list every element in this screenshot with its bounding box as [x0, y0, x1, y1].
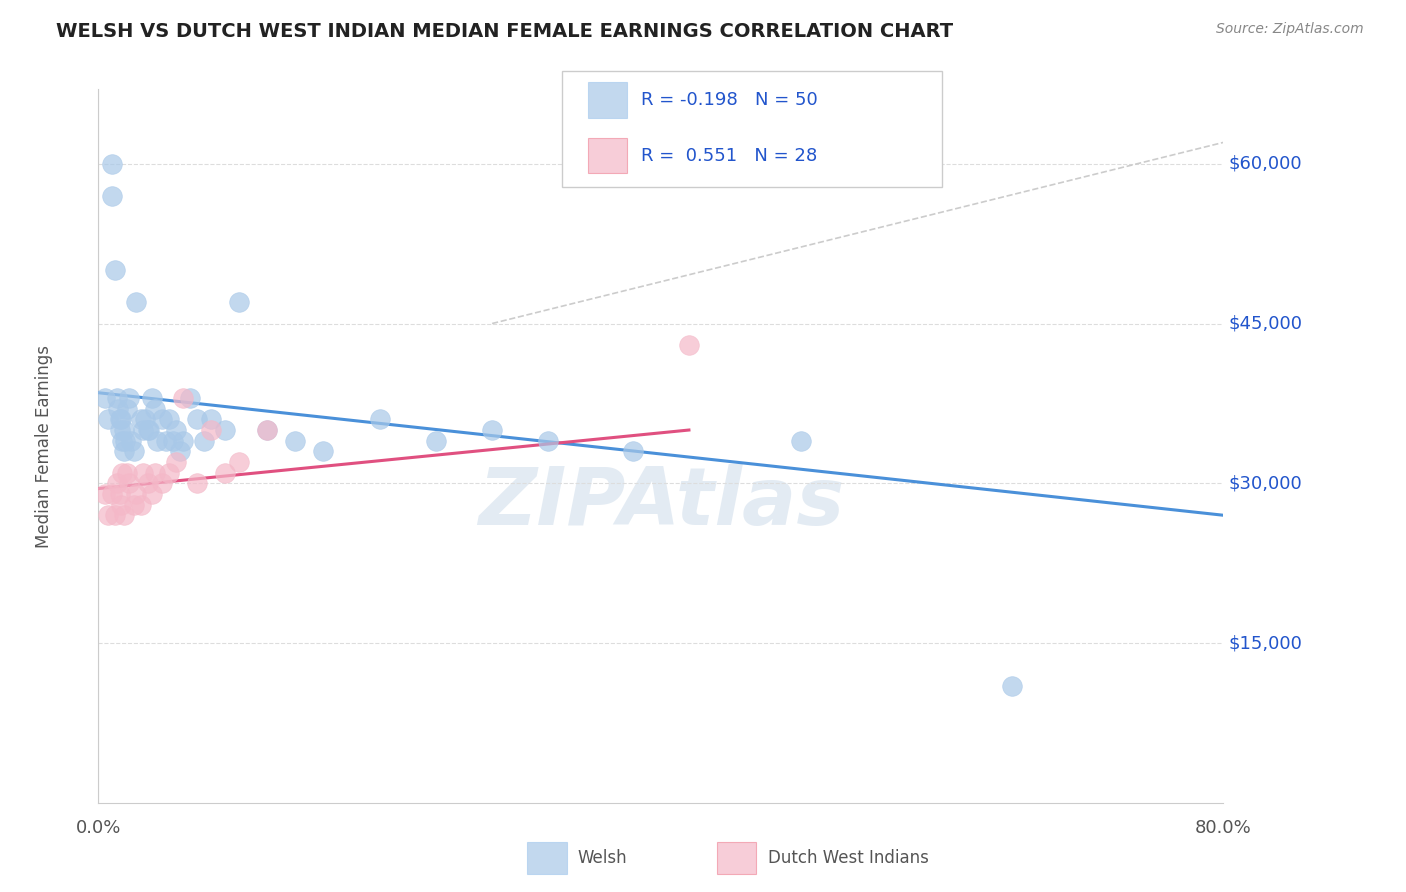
Point: [132, 466, 155, 480]
Point: [105, 476, 128, 491]
Point: [214, 423, 236, 437]
Point: [481, 423, 503, 437]
Text: R = -0.198   N = 50: R = -0.198 N = 50: [641, 91, 818, 109]
Point: [94, 487, 117, 501]
Point: [162, 434, 184, 448]
Text: $30,000: $30,000: [1229, 475, 1302, 492]
Point: [101, 487, 124, 501]
Point: [108, 412, 131, 426]
Point: [312, 444, 335, 458]
Point: [110, 412, 132, 426]
Point: [425, 434, 447, 448]
Point: [186, 412, 208, 426]
Point: [157, 412, 180, 426]
Text: WELSH VS DUTCH WEST INDIAN MEDIAN FEMALE EARNINGS CORRELATION CHART: WELSH VS DUTCH WEST INDIAN MEDIAN FEMALE…: [56, 22, 953, 41]
Text: $15,000: $15,000: [1229, 634, 1303, 652]
Point: [284, 434, 307, 448]
Point: [193, 434, 215, 448]
Point: [143, 401, 166, 416]
Point: [228, 295, 250, 310]
Point: [125, 487, 148, 501]
Point: [112, 444, 135, 458]
Text: R =  0.551   N = 28: R = 0.551 N = 28: [641, 146, 817, 164]
Point: [165, 423, 187, 437]
Point: [141, 391, 163, 405]
Point: [125, 295, 148, 310]
Point: [115, 466, 138, 480]
Point: [200, 412, 222, 426]
Point: [97, 412, 120, 426]
Point: [790, 434, 813, 448]
Point: [150, 412, 173, 426]
Text: $45,000: $45,000: [1229, 315, 1303, 333]
Point: [129, 498, 152, 512]
Point: [368, 412, 391, 426]
Point: [101, 157, 124, 171]
Point: [132, 423, 155, 437]
Text: Dutch West Indians: Dutch West Indians: [768, 849, 928, 867]
Point: [138, 423, 160, 437]
Point: [186, 476, 208, 491]
Point: [112, 423, 135, 437]
Point: [105, 391, 128, 405]
Point: [136, 476, 159, 491]
Point: [112, 508, 135, 523]
Point: [155, 434, 177, 448]
Point: [114, 434, 136, 448]
Point: [101, 188, 124, 202]
Point: [104, 508, 127, 523]
Point: [134, 412, 156, 426]
Point: [678, 338, 700, 352]
Point: [172, 391, 194, 405]
Point: [122, 444, 145, 458]
Point: [169, 444, 191, 458]
Point: [165, 455, 187, 469]
Point: [1001, 679, 1024, 693]
Text: Source: ZipAtlas.com: Source: ZipAtlas.com: [1216, 22, 1364, 37]
Point: [146, 434, 169, 448]
Point: [118, 476, 141, 491]
Point: [104, 263, 127, 277]
Point: [256, 423, 278, 437]
Point: [111, 466, 134, 480]
Point: [143, 466, 166, 480]
Point: [108, 423, 131, 437]
Point: [150, 476, 173, 491]
Text: Median Female Earnings: Median Female Earnings: [35, 344, 53, 548]
Point: [107, 401, 129, 416]
Point: [118, 391, 141, 405]
Point: [537, 434, 560, 448]
Point: [94, 391, 117, 405]
Point: [122, 498, 145, 512]
Point: [111, 434, 134, 448]
Point: [110, 498, 132, 512]
Point: [97, 508, 120, 523]
Point: [108, 487, 131, 501]
Point: [256, 423, 278, 437]
Point: [179, 391, 201, 405]
Point: [214, 466, 236, 480]
Point: [136, 423, 159, 437]
Text: $60,000: $60,000: [1229, 154, 1302, 173]
Text: Welsh: Welsh: [578, 849, 627, 867]
Point: [200, 423, 222, 437]
Point: [172, 434, 194, 448]
Point: [621, 444, 644, 458]
Point: [120, 434, 142, 448]
Point: [141, 487, 163, 501]
Point: [228, 455, 250, 469]
Text: ZIPAtlas: ZIPAtlas: [478, 464, 844, 542]
Point: [115, 401, 138, 416]
Point: [157, 466, 180, 480]
Point: [129, 412, 152, 426]
